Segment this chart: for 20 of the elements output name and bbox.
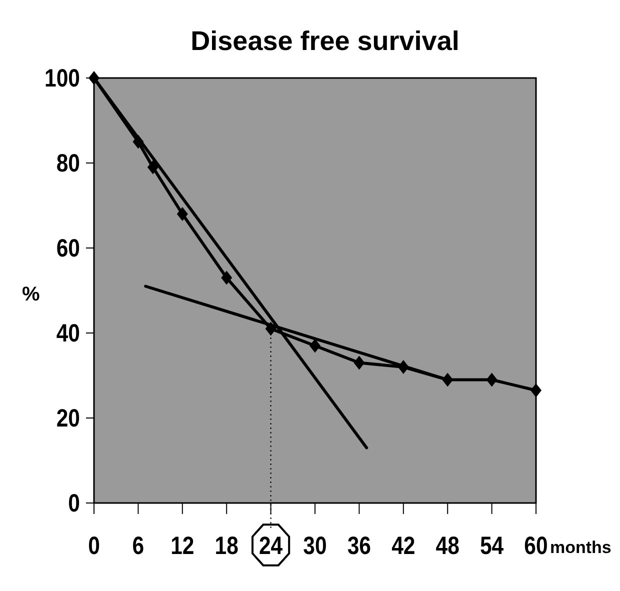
x-tick-label: 48 (436, 531, 460, 560)
x-axis-title: months (550, 538, 612, 557)
y-tick-label: 100 (44, 64, 80, 92)
y-tick-label: 40 (56, 319, 80, 348)
x-tick-label: 30 (303, 531, 327, 560)
x-tick-label: 6 (132, 531, 144, 560)
x-tick-label: 24 (258, 531, 283, 560)
x-tick-label: 0 (88, 531, 100, 560)
chart-title: Disease free survival (190, 26, 460, 56)
y-tick-label: 20 (56, 404, 80, 432)
x-tick-label: 36 (347, 531, 372, 560)
x-tick-label: 54 (480, 531, 504, 560)
y-tick-label: 80 (56, 149, 80, 178)
x-tick-label: 18 (214, 531, 239, 560)
x-tick-label: 60 (524, 531, 548, 560)
y-tick-label: 60 (56, 234, 80, 262)
y-tick-label: 0 (68, 489, 80, 518)
x-tick-label: 12 (170, 531, 194, 560)
y-axis-title: % (22, 284, 40, 306)
x-tick-label: 42 (392, 531, 416, 560)
